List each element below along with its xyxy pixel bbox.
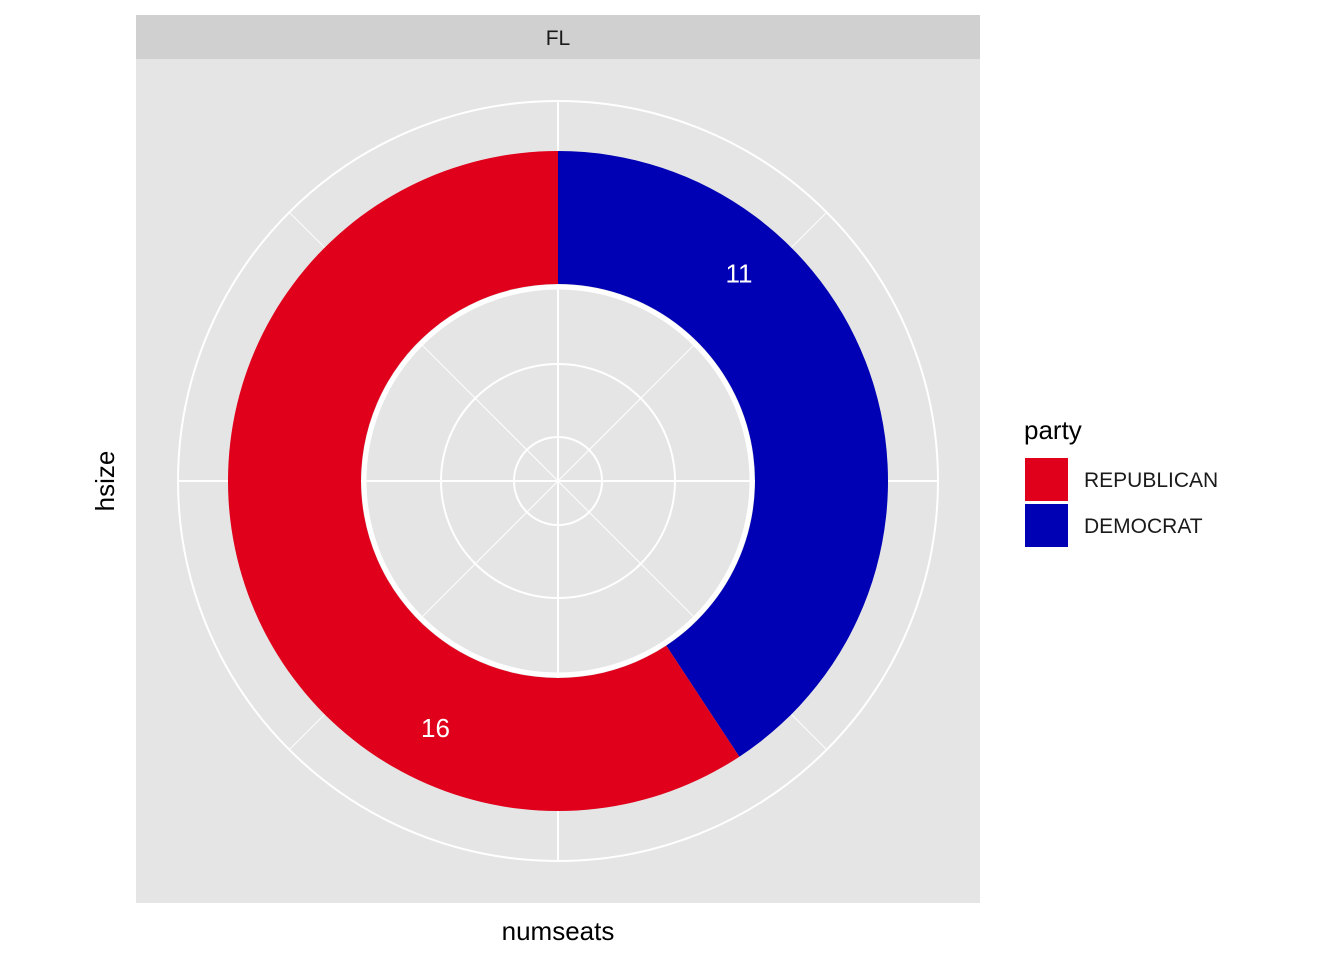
donut-slices	[227, 151, 888, 811]
data-label-democrat: 11	[725, 258, 752, 288]
legend-label-democrat: DEMOCRAT	[1084, 515, 1203, 538]
legend-label-republican: REPUBLICAN	[1084, 469, 1218, 492]
x-axis-title: numseats	[502, 916, 615, 946]
slice-republican	[227, 151, 740, 811]
data-labels: 11 16	[421, 258, 752, 742]
grid-spoke	[557, 480, 696, 619]
legend-key-democrat	[1025, 504, 1068, 547]
legend-key-republican	[1025, 458, 1068, 501]
slice-democrat	[558, 151, 888, 757]
facet-strip	[136, 15, 980, 59]
legend-title: party	[1024, 415, 1082, 445]
grid-spoke	[420, 343, 559, 482]
facet-label: FL	[546, 27, 571, 50]
inner-grid-lines	[361, 284, 755, 678]
grid-spoke	[557, 343, 696, 482]
data-label-republican: 16	[421, 713, 450, 743]
legend: party REPUBLICAN DEMOCRAT	[1024, 415, 1218, 547]
y-axis-title: hsize	[90, 451, 120, 512]
grid-spoke	[420, 480, 559, 619]
